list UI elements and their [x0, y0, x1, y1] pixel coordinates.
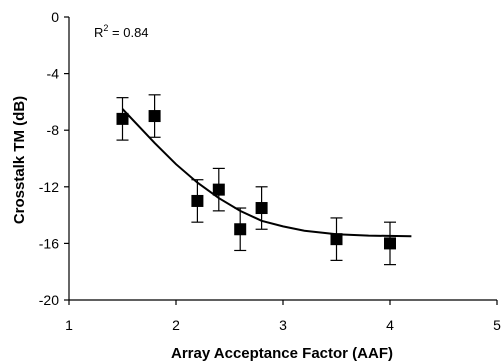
r-squared-superscript: 2	[103, 23, 108, 33]
y-tick-label: -16	[39, 235, 59, 251]
y-tick-label: -8	[47, 122, 60, 138]
x-ticks: 1 2 3 4 5	[65, 300, 501, 333]
trendline	[121, 108, 412, 238]
y-tick-label: -4	[47, 66, 60, 82]
x-axis-title: Array Acceptance Factor (AAF)	[171, 345, 393, 362]
y-axis-title: Crosstalk TM (dB)	[11, 96, 28, 224]
y-tick-label: 0	[51, 9, 59, 25]
data-point	[330, 233, 343, 246]
data-point	[234, 223, 247, 236]
data-point	[384, 237, 396, 250]
x-tick-label: 4	[386, 317, 394, 333]
data-point	[148, 110, 161, 123]
y-tick-label: -20	[39, 292, 59, 308]
r-squared-annotation: R2 = 0.84	[94, 23, 149, 40]
x-tick-label: 3	[279, 317, 287, 333]
data-point	[116, 112, 129, 125]
data-point	[212, 183, 225, 196]
axes	[68, 17, 497, 301]
x-tick-label: 2	[172, 317, 180, 333]
y-tick-label: -12	[39, 179, 59, 195]
data-point	[191, 194, 204, 207]
y-ticks: 0 -4 -8 -12 -16 -20	[39, 9, 69, 308]
x-tick-label: 1	[65, 317, 73, 333]
r-squared-value: = 0.84	[108, 25, 148, 40]
r-squared-prefix: R	[94, 25, 103, 40]
x-tick-label: 5	[493, 317, 501, 333]
data-points	[116, 110, 396, 250]
data-point	[255, 202, 268, 215]
